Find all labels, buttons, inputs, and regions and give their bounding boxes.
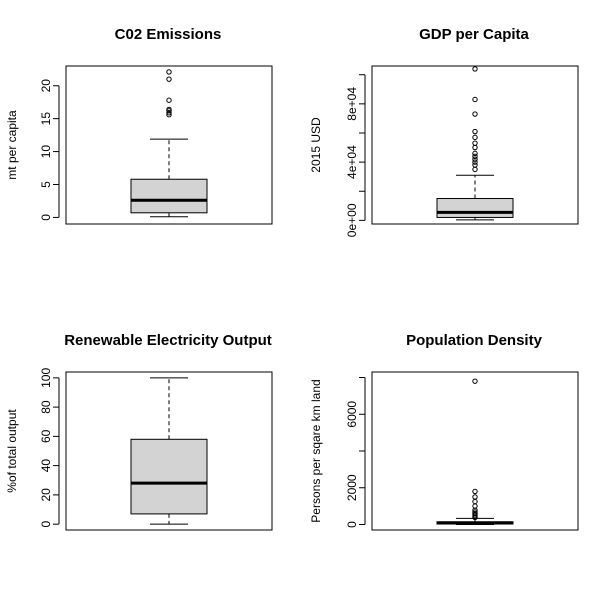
y-tick-label: 0	[39, 214, 53, 221]
outlier-point	[472, 494, 478, 500]
y-tick-label: 20	[39, 488, 53, 502]
y-tick-label: 0	[345, 521, 359, 528]
outlier-point	[472, 66, 478, 72]
co2-emissions-panel: C02 Emissions mt per capita 0 5 10 15 20	[5, 26, 273, 225]
plot-frame	[65, 371, 273, 531]
outlier-point	[472, 128, 478, 135]
y-tick-label: 0	[39, 520, 53, 527]
outlier-point	[472, 159, 478, 165]
boxplot	[130, 69, 208, 218]
y-axis: 0 20 40 60 80 100	[39, 368, 60, 527]
y-axis: 0 5 10 15 20	[39, 79, 60, 221]
outlier-point	[166, 97, 172, 103]
boxplot	[436, 378, 514, 525]
iqr-box	[130, 178, 208, 214]
y-axis-label: 2015 USD	[309, 117, 323, 173]
outlier-point	[472, 140, 478, 146]
chart-title: Renewable Electricity Output	[64, 332, 272, 349]
population-density-panel: Population Density Persons per sqare km …	[309, 332, 579, 531]
y-axis-label: mt per capita	[5, 110, 19, 180]
outlier-point	[166, 110, 172, 116]
y-tick-label: 4e+04	[345, 145, 359, 179]
y-tick-label: 5	[39, 181, 53, 188]
iqr-box	[436, 198, 514, 218]
outlier-point	[166, 69, 172, 75]
y-tick-label: 40	[39, 459, 53, 473]
outlier-point	[472, 488, 478, 495]
gdp-per-capita-panel: GDP per Capita 2015 USD 0e+00 4e+04 8e+04	[309, 26, 579, 237]
boxplot	[436, 66, 514, 221]
plot-frame	[371, 371, 579, 531]
iqr-box	[130, 438, 208, 515]
plot-frame	[371, 65, 579, 225]
y-tick-label: 6000	[345, 401, 359, 428]
outlier-point	[472, 509, 478, 515]
y-tick-label: 60	[39, 429, 53, 443]
y-tick-label: 100	[39, 368, 53, 388]
outlier-point	[472, 134, 478, 141]
y-tick-label: 15	[39, 112, 53, 126]
y-axis-label: Persons per sqare km land	[309, 379, 323, 522]
y-axis-label: %of total output	[5, 409, 19, 493]
y-tick-label: 2000	[345, 474, 359, 501]
outlier-point	[472, 378, 478, 384]
outlier-point	[472, 153, 478, 159]
outlier-point	[472, 111, 478, 117]
y-tick-label: 8e+04	[345, 87, 359, 121]
outlier-point	[472, 150, 478, 157]
y-tick-label: 10	[39, 145, 53, 159]
boxplot	[130, 377, 208, 525]
plot-frame	[65, 65, 273, 225]
chart-title: Population Density	[406, 332, 543, 349]
outlier-point	[472, 156, 478, 162]
outlier-point	[472, 96, 478, 103]
chart-title: GDP per Capita	[419, 26, 529, 43]
y-axis: 0e+00 4e+04 8e+04	[345, 74, 366, 237]
y-axis: 0 2000 6000	[345, 377, 366, 528]
y-tick-label: 80	[39, 400, 53, 414]
renewable-electricity-panel: Renewable Electricity Output %of total o…	[5, 332, 273, 531]
outlier-point	[166, 106, 172, 113]
outlier-point	[166, 76, 172, 82]
chart-title: C02 Emissions	[115, 26, 222, 43]
outlier-point	[472, 162, 478, 168]
y-tick-label: 20	[39, 79, 53, 93]
y-tick-label: 0e+00	[345, 203, 359, 237]
